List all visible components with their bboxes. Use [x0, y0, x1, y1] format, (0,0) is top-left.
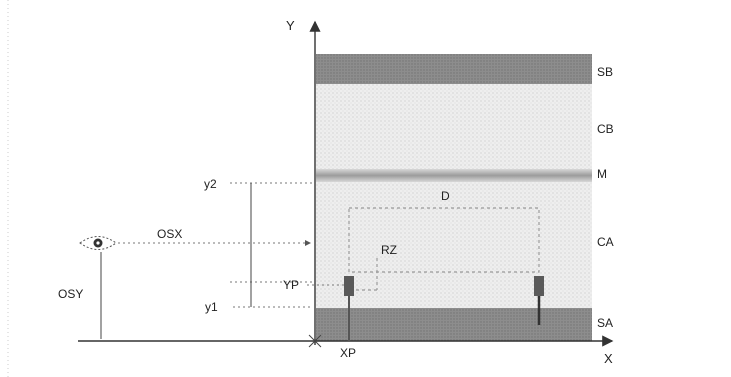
sa-band: [316, 308, 592, 341]
xp-label: XP: [340, 346, 356, 360]
osy-label: OSY: [58, 287, 83, 301]
yp-label: YP: [283, 278, 299, 292]
layer-body: [316, 54, 592, 342]
layer-label-sb: SB: [597, 65, 613, 79]
layer-label-sa: SA: [597, 316, 613, 330]
right-marker-post: [534, 276, 544, 325]
layer-label-ca: CA: [597, 235, 614, 249]
y2-label: y2: [204, 177, 217, 191]
left-marker-post: [344, 276, 354, 341]
osx-label: OSX: [157, 227, 182, 241]
d-label: D: [441, 189, 450, 203]
y-axis-label: Y: [286, 18, 295, 33]
rz-label: RZ: [381, 243, 397, 257]
eye-icon: [79, 236, 117, 250]
layer-label-cb: CB: [597, 122, 614, 136]
layer-label-m: M: [597, 167, 607, 181]
m-band: [316, 169, 592, 182]
y1-label: y1: [205, 300, 218, 314]
sb-band: [316, 54, 592, 84]
x-axis-label: X: [604, 351, 613, 366]
d-span-box: [348, 207, 540, 273]
origin-cross-b: [308, 334, 322, 348]
